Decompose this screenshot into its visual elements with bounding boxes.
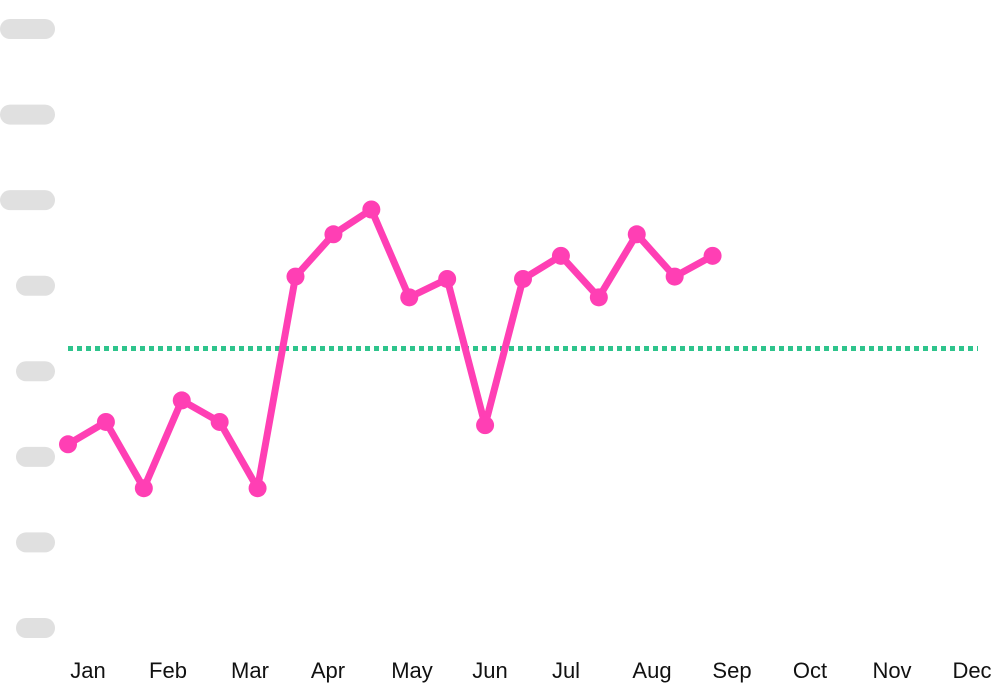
data-point <box>400 288 419 307</box>
x-axis-labels: Jan Feb Mar Apr May Jun Jul Aug Sep Oct Nov Dec <box>70 658 991 683</box>
x-tick-label: Mar <box>231 658 269 683</box>
y-axis-tick-placeholders <box>0 19 55 638</box>
y-tick-label-placeholder <box>16 275 55 296</box>
y-tick-label-placeholder <box>16 618 55 638</box>
data-point <box>210 412 229 431</box>
data-point <box>172 391 191 410</box>
x-tick-label: Apr <box>311 658 345 683</box>
y-tick-label-placeholder <box>0 19 55 39</box>
data-point <box>627 225 646 244</box>
y-tick-label-placeholder <box>16 532 55 553</box>
x-tick-label: Nov <box>872 658 911 683</box>
data-point <box>514 269 532 288</box>
x-tick-label: Oct <box>793 658 827 683</box>
series-layer <box>59 200 722 498</box>
data-point <box>324 225 343 244</box>
data-point <box>703 246 722 265</box>
x-tick-label: Feb <box>149 658 187 683</box>
series-line <box>64 205 717 492</box>
data-point <box>665 267 684 286</box>
x-tick-label: Dec <box>952 658 991 683</box>
data-point <box>362 200 381 219</box>
data-point <box>551 246 570 265</box>
x-tick-label: Jan <box>70 658 105 683</box>
data-point <box>59 435 77 454</box>
data-point <box>248 479 267 498</box>
data-point <box>286 267 305 286</box>
data-point <box>589 288 608 307</box>
x-tick-label: May <box>391 658 433 683</box>
data-point <box>476 416 495 435</box>
x-tick-label: Jul <box>552 658 580 683</box>
data-point <box>96 412 115 431</box>
x-tick-label: Jun <box>472 658 507 683</box>
y-tick-label-placeholder <box>0 104 55 125</box>
data-point <box>438 269 457 288</box>
y-tick-label-placeholder <box>0 190 55 211</box>
y-tick-label-placeholder <box>16 361 55 382</box>
data-point <box>134 479 153 498</box>
x-tick-label: Sep <box>712 658 751 683</box>
y-tick-label-placeholder <box>16 446 55 467</box>
x-tick-label: Aug <box>632 658 671 683</box>
